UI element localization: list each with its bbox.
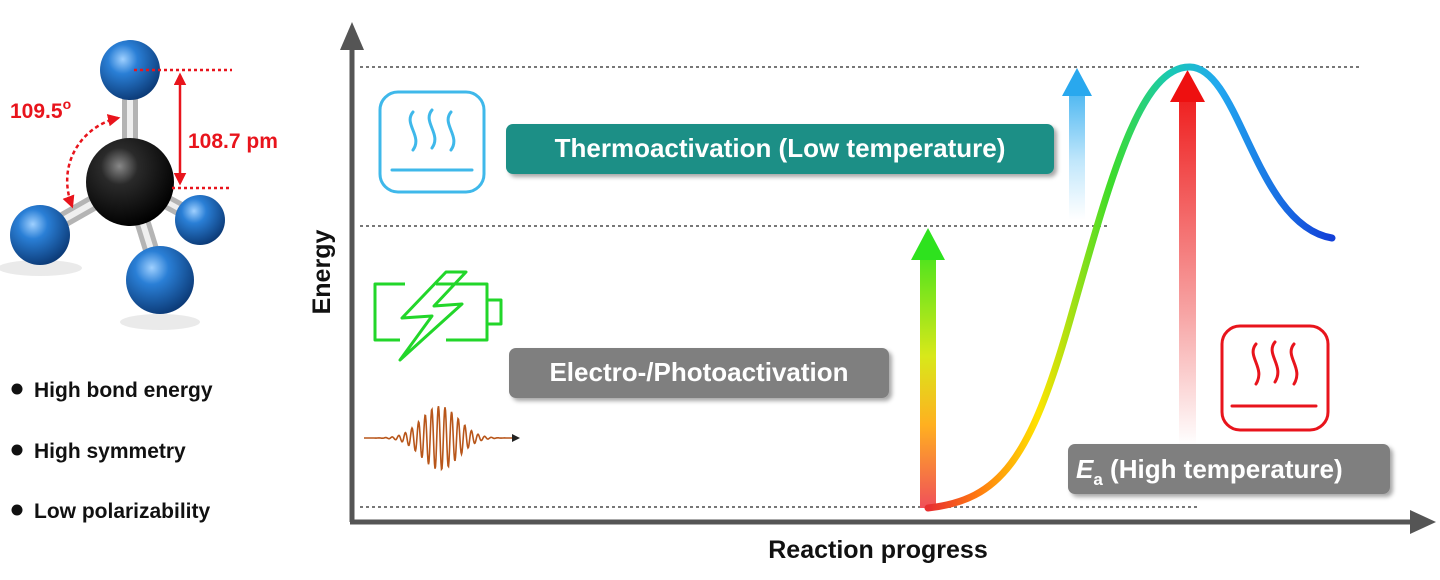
activation-energy-label: Ea (High temperature) [1076, 454, 1343, 489]
x-axis-arrowhead [1410, 510, 1436, 534]
x-axis-label: Reaction progress [768, 536, 988, 564]
y-axis-arrowhead [340, 22, 364, 50]
y-axis-label: Energy [308, 230, 336, 315]
heater-high-icon [1220, 324, 1330, 432]
property-item: High symmetry [34, 440, 186, 463]
bond-angle-label: 109.5o [10, 96, 71, 123]
reaction-energy-curve [924, 63, 1336, 512]
electro-photoactivation-label-box: Electro-/Photoactivation [509, 348, 889, 398]
axes [340, 22, 1436, 534]
methane-molecule-icon [0, 40, 225, 330]
bond-angle-arc [62, 114, 121, 209]
properties-list: High bond energy High symmetry Low polar… [11, 379, 213, 523]
thermoactivation-label: Thermoactivation (Low temperature) [555, 133, 1006, 163]
property-item: High bond energy [34, 379, 213, 402]
activation-energy-arrow [1170, 70, 1205, 445]
thermoactivation-arrow [1062, 68, 1092, 220]
electro-photoactivation-arrow [911, 228, 945, 508]
thermoactivation-label-box: Thermoactivation (Low temperature) [506, 124, 1054, 174]
light-wave-arrowhead [512, 434, 520, 442]
electro-photoactivation-label: Electro-/Photoactivation [549, 357, 848, 387]
activation-energy-label-box: Ea (High temperature) [1068, 444, 1390, 494]
battery-bolt-icon [373, 270, 503, 362]
heater-low-icon [378, 90, 486, 194]
light-wave-icon [364, 406, 512, 472]
property-item: Low polarizability [34, 500, 211, 523]
bond-length-label: 108.7 pm [188, 130, 278, 153]
